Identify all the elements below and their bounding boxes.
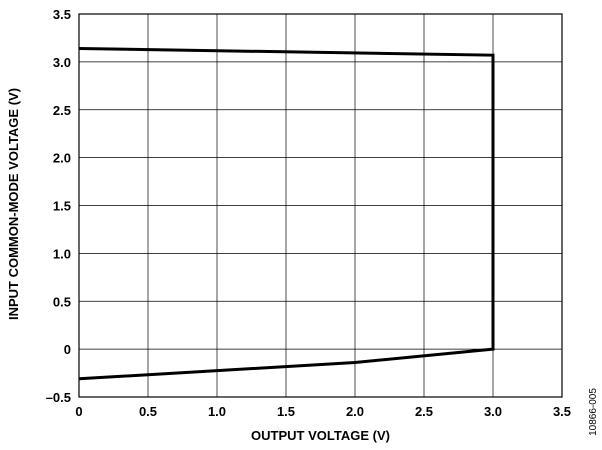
x-tick-label: 2.0 (346, 404, 364, 419)
x-tick-label: 2.5 (415, 404, 433, 419)
grid (79, 14, 562, 397)
x-axis-title: OUTPUT VOLTAGE (V) (251, 428, 390, 443)
y-tick-label: 0 (64, 342, 71, 357)
x-tick-label: 3.5 (553, 404, 571, 419)
y-tick-labels: 3.5 3.0 2.5 2.0 1.5 1.0 0.5 0 –0.5 (46, 7, 71, 405)
x-tick-label: 0.5 (139, 404, 157, 419)
y-tick-label: 3.5 (53, 7, 71, 22)
y-tick-label: 2.5 (53, 103, 71, 118)
y-tick-label: 2.0 (53, 151, 71, 166)
x-tick-label: 1.5 (277, 404, 295, 419)
series-layer (78, 46, 495, 381)
series-line (78, 46, 495, 381)
y-tick-label: 3.0 (53, 55, 71, 70)
figure-id: 10866-005 (588, 388, 599, 436)
x-tick-label: 1.0 (208, 404, 226, 419)
y-tick-label: –0.5 (46, 390, 71, 405)
y-tick-label: 1.5 (53, 199, 71, 214)
y-tick-label: 0.5 (53, 294, 71, 309)
x-tick-labels: 0 0.5 1.0 1.5 2.0 2.5 3.0 3.5 (75, 404, 571, 419)
x-tick-label: 3.0 (484, 404, 502, 419)
y-axis-title: INPUT COMMON-MODE VOLTAGE (V) (6, 88, 21, 320)
x-tick-label: 0 (75, 404, 82, 419)
plot-frame (78, 13, 563, 398)
y-tick-label: 1.0 (53, 246, 71, 261)
